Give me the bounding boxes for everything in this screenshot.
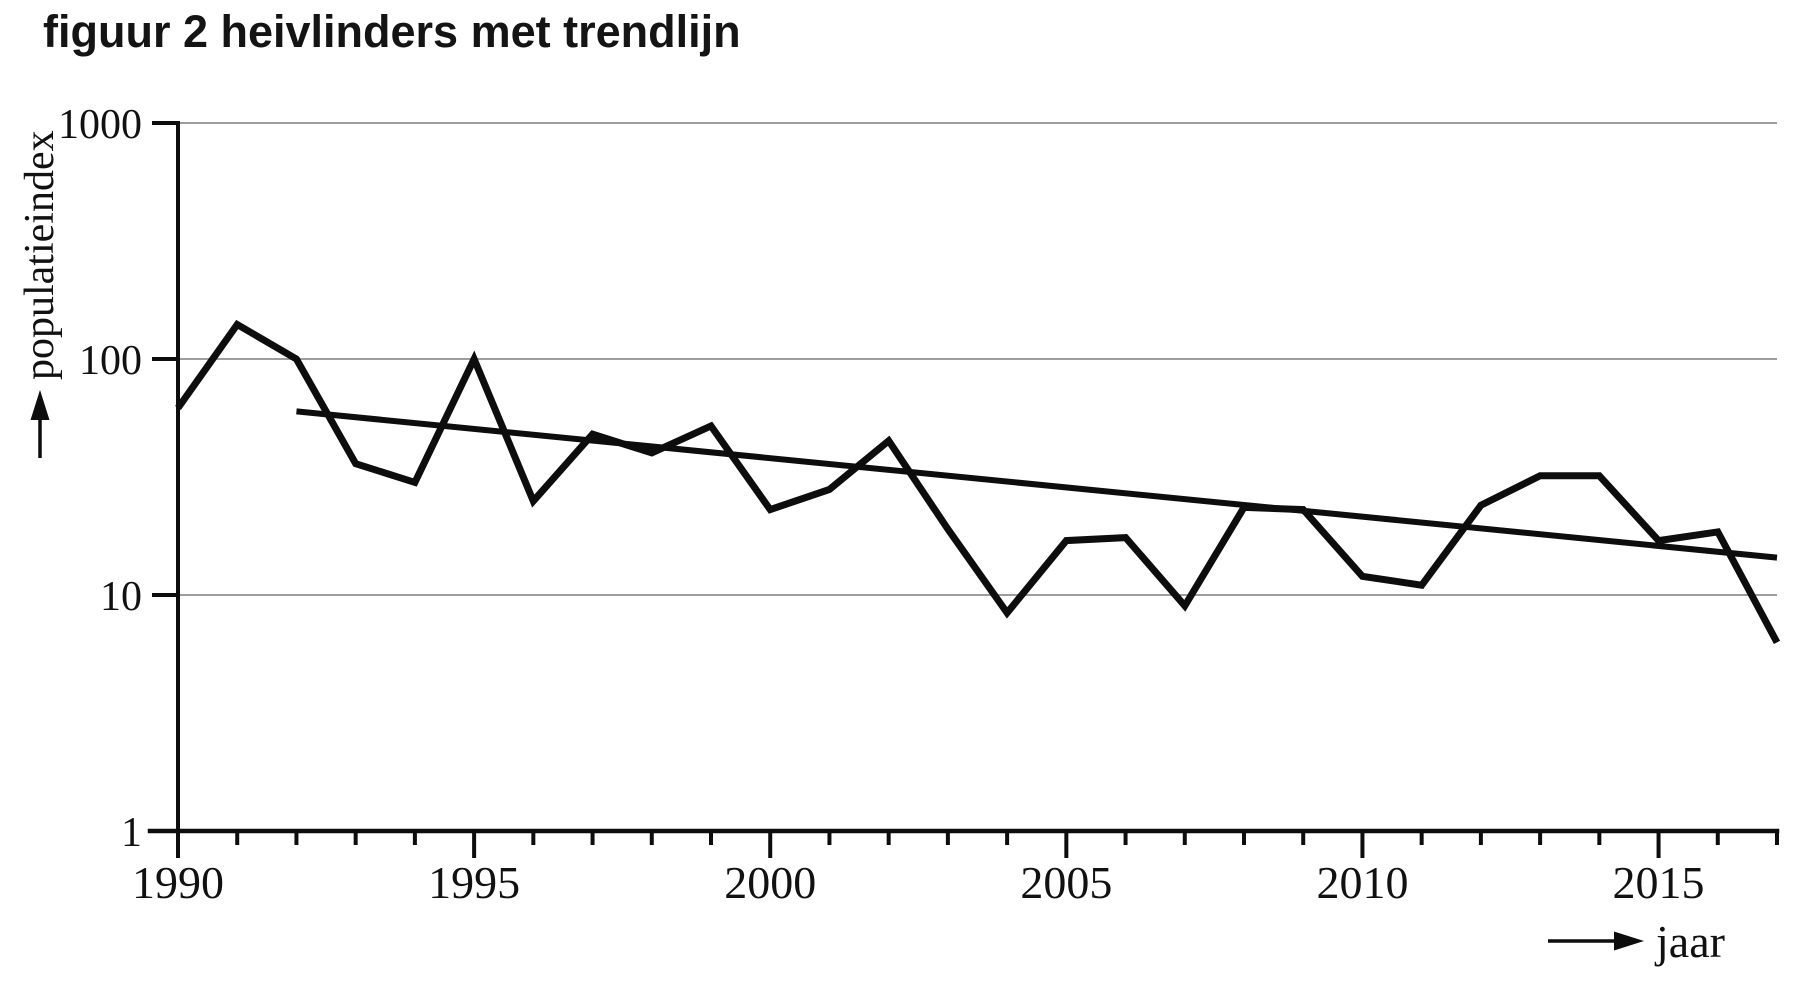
x-ticks: 1990 1995 2000 2005 2010 2015 <box>132 831 1779 908</box>
x-tick-label-2010: 2010 <box>1316 857 1408 908</box>
x-axis-label: jaar <box>1654 916 1725 967</box>
axes <box>147 121 1780 834</box>
y-tick-label-1000: 1000 <box>58 102 142 148</box>
y-axis-title-group: populatieindex <box>17 130 63 458</box>
gridlines <box>178 122 1777 596</box>
x-tick-label-1990: 1990 <box>132 857 224 908</box>
y-ticks: 1 10 100 1000 <box>58 102 178 856</box>
x-tick-label-2015: 2015 <box>1613 857 1705 908</box>
x-axis-arrow-icon <box>1614 931 1644 951</box>
x-tick-label-2005: 2005 <box>1020 857 1112 908</box>
x-axis-title-group: jaar <box>1548 916 1725 967</box>
x-tick-label-2000: 2000 <box>724 857 816 908</box>
y-tick-label-100: 100 <box>79 338 142 384</box>
y-axis-arrow-icon <box>30 390 50 420</box>
figure-title: figuur 2 heivlinders met trendlijn <box>43 6 741 57</box>
y-axis-label: populatieindex <box>17 130 63 380</box>
data-line-heivlinders <box>175 319 1781 645</box>
trend-line <box>296 408 1778 561</box>
y-tick-label-1: 1 <box>121 810 142 856</box>
y-tick-label-10: 10 <box>100 574 142 620</box>
x-tick-label-1995: 1995 <box>428 857 520 908</box>
